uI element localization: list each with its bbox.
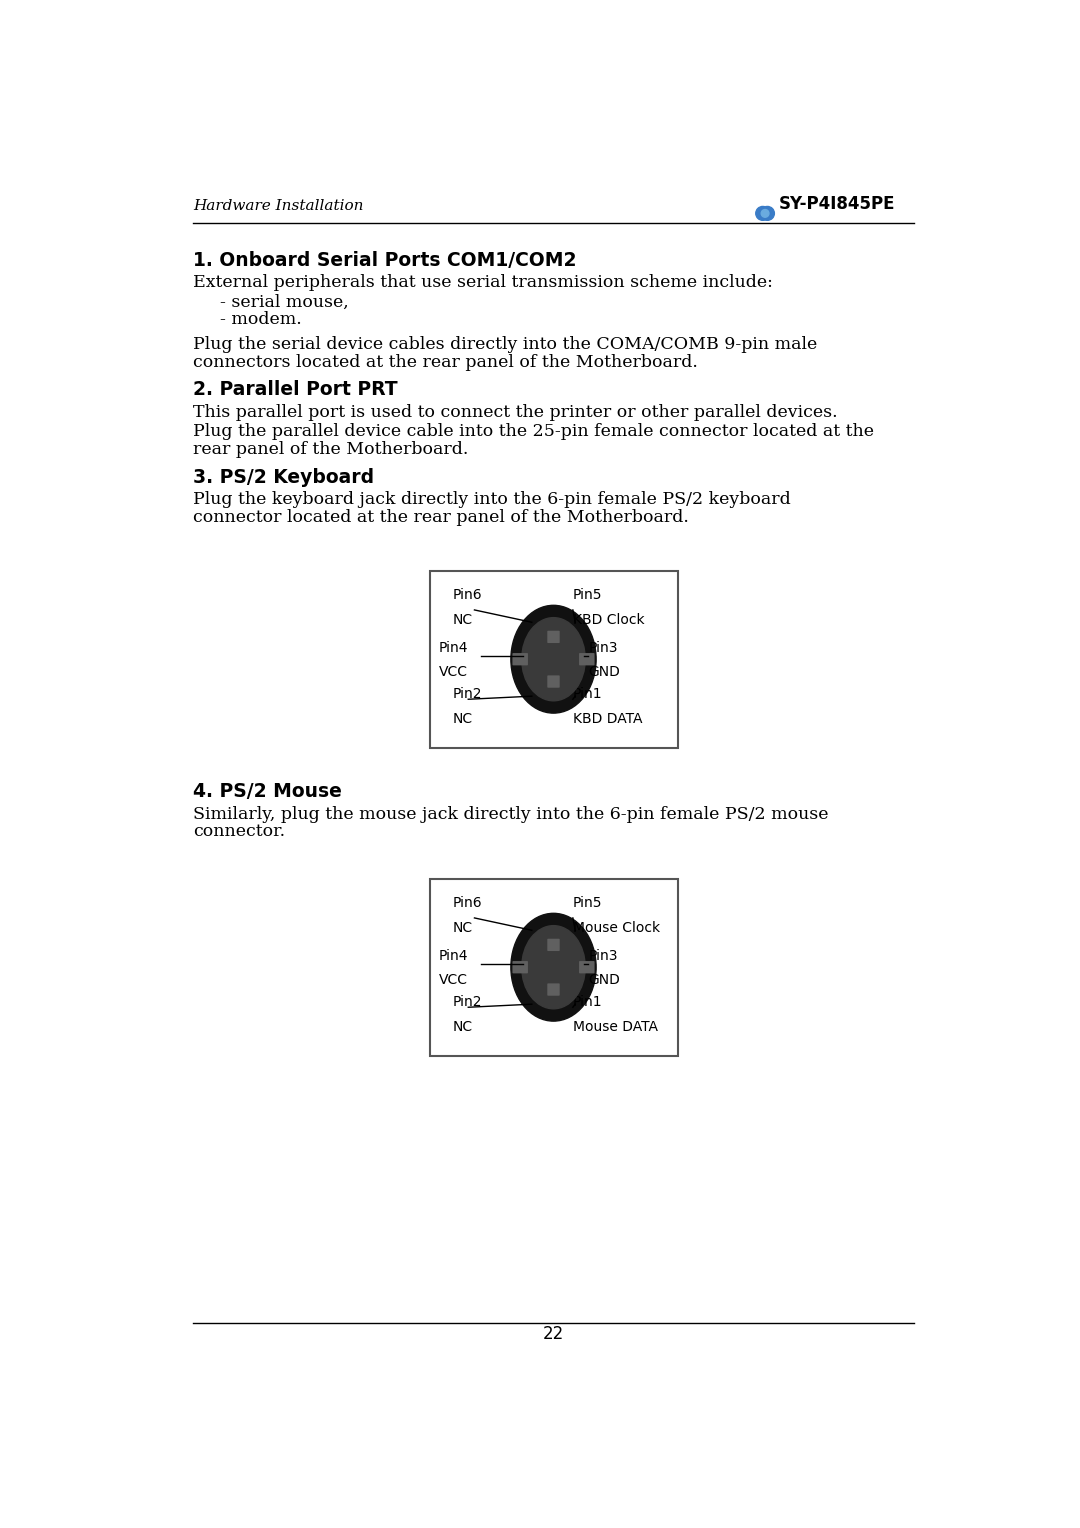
Text: Pin3: Pin3 bbox=[589, 949, 618, 963]
Text: Plug the serial device cables directly into the COMA/COMB 9-pin male: Plug the serial device cables directly i… bbox=[193, 336, 818, 353]
Bar bbox=[430, 879, 677, 1056]
Text: 22: 22 bbox=[543, 1325, 564, 1343]
Text: Pin1: Pin1 bbox=[572, 686, 603, 701]
FancyBboxPatch shape bbox=[548, 984, 559, 996]
FancyBboxPatch shape bbox=[548, 675, 559, 688]
Ellipse shape bbox=[522, 617, 585, 701]
Circle shape bbox=[760, 206, 774, 220]
Text: GND: GND bbox=[589, 665, 620, 680]
Text: Plug the parallel device cable into the 25-pin female connector located at the: Plug the parallel device cable into the … bbox=[193, 423, 874, 440]
Text: Pin5: Pin5 bbox=[572, 897, 603, 911]
FancyBboxPatch shape bbox=[512, 961, 528, 973]
Text: NC: NC bbox=[453, 712, 473, 726]
Text: Pin5: Pin5 bbox=[572, 588, 603, 602]
Text: Pin4: Pin4 bbox=[438, 949, 469, 963]
Text: Pin6: Pin6 bbox=[453, 588, 483, 602]
Text: 1. Onboard Serial Ports COM1/COM2: 1. Onboard Serial Ports COM1/COM2 bbox=[193, 251, 577, 270]
Text: 4. PS/2 Mouse: 4. PS/2 Mouse bbox=[193, 782, 342, 801]
Text: Pin6: Pin6 bbox=[453, 897, 483, 911]
Circle shape bbox=[761, 209, 769, 217]
Text: NC: NC bbox=[453, 613, 473, 626]
Text: NC: NC bbox=[453, 1019, 473, 1033]
Text: Pin3: Pin3 bbox=[589, 640, 618, 654]
Text: 3. PS/2 Keyboard: 3. PS/2 Keyboard bbox=[193, 468, 375, 487]
Text: Pin2: Pin2 bbox=[453, 995, 483, 1008]
Text: connector located at the rear panel of the Motherboard.: connector located at the rear panel of t… bbox=[193, 509, 689, 526]
Text: VCC: VCC bbox=[438, 665, 468, 680]
Text: NC: NC bbox=[453, 921, 473, 935]
Text: External peripherals that use serial transmission scheme include:: External peripherals that use serial tra… bbox=[193, 274, 773, 292]
Bar bbox=[430, 570, 677, 747]
Ellipse shape bbox=[511, 605, 596, 714]
FancyBboxPatch shape bbox=[579, 652, 595, 665]
Text: - modem.: - modem. bbox=[220, 312, 302, 329]
Text: GND: GND bbox=[589, 973, 620, 987]
Ellipse shape bbox=[511, 914, 596, 1021]
Text: connectors located at the rear panel of the Motherboard.: connectors located at the rear panel of … bbox=[193, 353, 698, 370]
Text: Plug the keyboard jack directly into the 6-pin female PS/2 keyboard: Plug the keyboard jack directly into the… bbox=[193, 492, 791, 509]
Text: Pin1: Pin1 bbox=[572, 995, 603, 1008]
Text: KBD Clock: KBD Clock bbox=[572, 613, 645, 626]
Text: 2. Parallel Port PRT: 2. Parallel Port PRT bbox=[193, 380, 397, 399]
FancyBboxPatch shape bbox=[512, 652, 528, 665]
Text: Mouse Clock: Mouse Clock bbox=[572, 921, 660, 935]
FancyBboxPatch shape bbox=[548, 631, 559, 643]
Text: Pin4: Pin4 bbox=[438, 640, 469, 654]
Text: KBD DATA: KBD DATA bbox=[572, 712, 643, 726]
Text: SY-P4I845PE: SY-P4I845PE bbox=[779, 194, 894, 212]
Text: Mouse DATA: Mouse DATA bbox=[572, 1019, 658, 1033]
Text: VCC: VCC bbox=[438, 973, 468, 987]
Ellipse shape bbox=[522, 926, 585, 1008]
Text: Similarly, plug the mouse jack directly into the 6-pin female PS/2 mouse: Similarly, plug the mouse jack directly … bbox=[193, 805, 828, 822]
Text: Pin2: Pin2 bbox=[453, 686, 483, 701]
Text: connector.: connector. bbox=[193, 824, 285, 840]
Text: Hardware Installation: Hardware Installation bbox=[193, 199, 364, 212]
FancyBboxPatch shape bbox=[579, 961, 595, 973]
Circle shape bbox=[756, 206, 770, 220]
Text: - serial mouse,: - serial mouse, bbox=[220, 293, 349, 310]
FancyBboxPatch shape bbox=[548, 938, 559, 950]
Text: This parallel port is used to connect the printer or other parallel devices.: This parallel port is used to connect th… bbox=[193, 403, 838, 420]
Text: rear panel of the Motherboard.: rear panel of the Motherboard. bbox=[193, 440, 469, 457]
